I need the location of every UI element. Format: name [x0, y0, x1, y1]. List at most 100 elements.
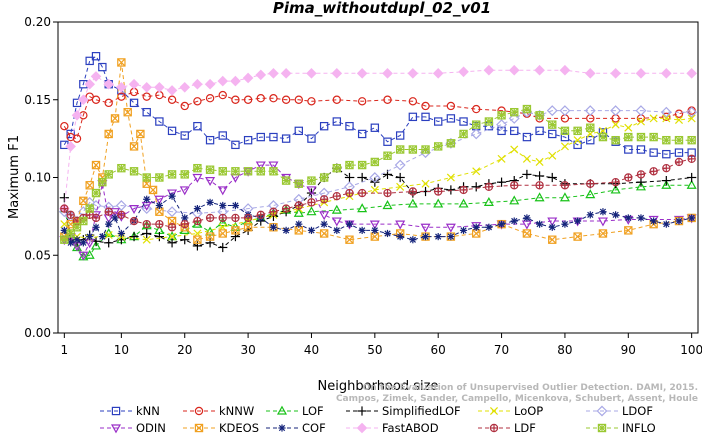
x-axis: 1 10 20 30 40 50 60 70 80 90 100: [61, 333, 702, 357]
data-point-kdeos: [624, 226, 633, 235]
legend-marker-simplifiedlof: [357, 406, 367, 416]
data-point-simplifiedlof: [547, 172, 557, 183]
data-point-fastabod: [584, 68, 596, 79]
data-point-fastabod: [458, 66, 469, 78]
data-point-knn: [459, 117, 468, 126]
data-point-inflo: [408, 145, 418, 154]
data-point-odin: [319, 211, 330, 221]
data-point-inflo: [243, 167, 253, 176]
data-point-cof: [561, 220, 569, 228]
data-point-knnw: [218, 90, 227, 100]
data-point-ldf: [256, 210, 265, 220]
data-point-inflo: [98, 177, 107, 187]
series-cof: [60, 192, 696, 247]
x-tick-label: 30: [240, 343, 255, 357]
data-point-cof: [111, 214, 119, 222]
data-point-inflo: [167, 170, 177, 179]
data-point-cof: [650, 217, 658, 225]
data-point-fastabod: [84, 78, 95, 90]
data-point-knn: [662, 149, 671, 159]
data-point-cof: [459, 226, 468, 234]
legend-item-kdeos: KDEOS: [183, 421, 259, 434]
data-point-odin: [306, 186, 317, 196]
data-point-fastabod: [217, 75, 229, 87]
data-point-ldf: [408, 187, 418, 196]
data-point-simplifiedlof: [661, 176, 671, 186]
data-point-knn: [573, 140, 582, 150]
data-point-odin: [331, 217, 342, 227]
data-point-fastabod: [141, 82, 153, 93]
data-point-inflo: [560, 126, 570, 136]
data-point-knnw: [472, 104, 481, 114]
data-point-kdeos: [548, 235, 557, 244]
data-point-inflo: [193, 163, 202, 173]
data-point-inflo: [142, 173, 151, 182]
y-tick-label: 0.05: [24, 248, 51, 262]
data-point-loop: [472, 167, 481, 176]
data-point-loop: [535, 157, 544, 166]
data-point-ldf: [231, 213, 240, 223]
data-point-kdeos: [129, 142, 139, 151]
data-point-knn: [548, 129, 557, 139]
data-point-knn: [535, 126, 544, 136]
data-point-inflo: [395, 145, 405, 154]
data-point-lof: [534, 192, 545, 202]
data-point-knnw: [180, 101, 189, 111]
data-point-inflo: [383, 151, 392, 160]
data-point-ldof: [141, 203, 153, 215]
data-point-simplifiedlof: [357, 172, 367, 183]
data-point-loop: [674, 115, 684, 124]
data-point-knn: [421, 112, 430, 122]
data-point-cof: [612, 211, 620, 219]
chart-title: Pima_withoutdupl_02_v01: [273, 0, 491, 17]
series-line-knn: [63, 55, 692, 155]
data-point-cof: [371, 226, 379, 234]
legend-marker-ldof: [596, 405, 608, 417]
data-point-cof: [307, 226, 316, 234]
data-point-cof: [282, 226, 290, 234]
data-point-knn: [269, 132, 278, 142]
data-point-ldf: [104, 207, 113, 216]
data-point-ldf: [269, 207, 278, 216]
data-point-ldf: [649, 167, 658, 176]
data-point-cof: [231, 201, 240, 210]
data-point-cof: [472, 223, 480, 231]
data-point-lof: [407, 198, 418, 208]
data-point-cof: [193, 205, 202, 213]
data-point-loop: [687, 114, 696, 123]
data-point-ldof: [559, 105, 571, 117]
data-point-knnw: [256, 93, 265, 103]
data-point-knnw: [72, 134, 82, 143]
data-point-knnw: [193, 97, 202, 106]
data-point-knn: [345, 121, 354, 131]
data-point-lof: [509, 195, 520, 205]
data-point-simplifiedlof: [446, 185, 456, 195]
data-point-cof: [168, 192, 176, 200]
data-point-knnw: [357, 97, 367, 106]
data-point-inflo: [307, 176, 316, 185]
data-point-odin: [129, 205, 140, 215]
data-point-simplifiedlof: [471, 182, 481, 192]
legend-marker-kdeos: [194, 423, 204, 433]
data-point-ldf: [510, 181, 519, 190]
data-point-cof: [86, 232, 94, 241]
data-point-odin: [369, 220, 380, 230]
legend-label: LDF: [514, 421, 536, 434]
data-point-loop: [611, 120, 620, 129]
data-point-inflo: [472, 120, 481, 129]
data-point-loop: [548, 151, 557, 160]
data-point-loop: [497, 154, 506, 163]
data-point-loop: [370, 185, 379, 194]
data-point-cof: [599, 208, 607, 216]
data-point-ldf: [142, 219, 151, 229]
data-point-knn: [332, 117, 342, 126]
data-point-knnw: [231, 95, 240, 104]
data-point-loop: [649, 114, 658, 123]
data-point-ldof: [90, 200, 102, 211]
data-point-lof: [433, 198, 444, 208]
data-point-cof: [675, 217, 683, 225]
data-point-knn: [497, 126, 506, 136]
data-point-fastabod: [610, 68, 621, 79]
data-point-ldf: [129, 216, 139, 226]
